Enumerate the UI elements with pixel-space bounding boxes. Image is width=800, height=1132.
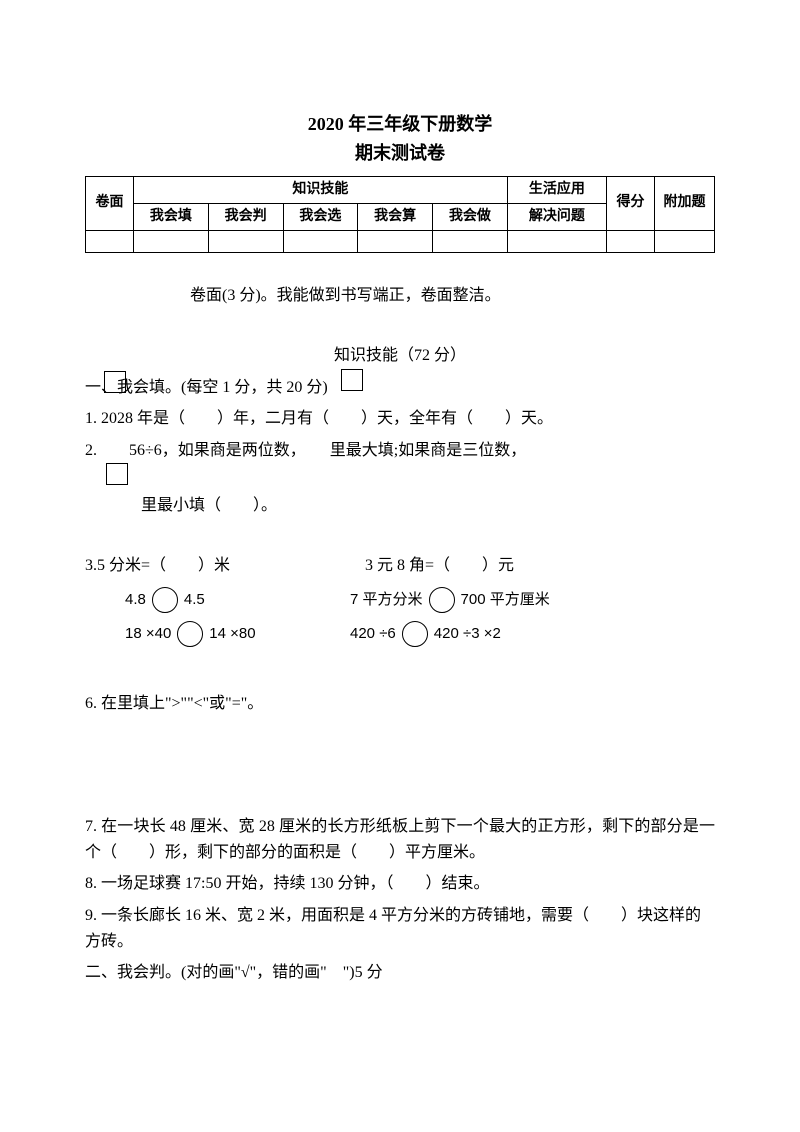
question-8: 8. 一场足球赛 17:50 开始，持续 130 分钟，（ ）结束。 — [85, 871, 715, 897]
blank-box — [104, 371, 126, 393]
sub-calc: 我会算 — [358, 203, 433, 230]
compare-circle — [429, 587, 455, 613]
cmp-2l-a: 18 ×40 — [125, 622, 171, 646]
question-6: 6. 在里填上">""<"或"="。 — [85, 691, 715, 717]
group-skill: 知识技能 — [134, 176, 508, 203]
presentation-note: 卷面(3 分)。我能做到书写端正，卷面整洁。 — [190, 283, 715, 309]
question-2a: 2. 56÷6，如果商是两位数， 里最大填;如果商是三位数， — [85, 438, 715, 464]
cell — [134, 231, 209, 253]
q3-left: 3.5 分米=（ ）米 — [85, 553, 365, 579]
cmp-1l-a: 4.8 — [125, 588, 146, 612]
cmp-1r-b: 700 平方厘米 — [461, 588, 550, 612]
sub-do: 我会做 — [433, 203, 508, 230]
group-life: 生活应用 — [507, 176, 606, 203]
score-table: 卷面 知识技能 生活应用 得分 附加题 我会填 我会判 我会选 我会算 我会做 … — [85, 176, 715, 254]
sub-fill: 我会填 — [134, 203, 209, 230]
compare-circle — [177, 621, 203, 647]
compare-row-2: 18 ×40 14 ×80 420 ÷6 420 ÷3 ×2 — [85, 621, 715, 647]
section1-head: 一、我会填。(每空 1 分，共 20 分) — [85, 375, 715, 401]
section-skill-heading: 知识技能（72 分） — [85, 343, 715, 369]
question-2b-text: 里最小填（ ）。 — [141, 497, 277, 514]
cell — [607, 231, 655, 253]
cmp-2r-b: 420 ÷3 ×2 — [434, 622, 501, 646]
cell — [283, 231, 358, 253]
cmp-1l-b: 4.5 — [184, 588, 205, 612]
cmp-1r-a: 7 平方分米 — [350, 588, 423, 612]
compare-circle — [152, 587, 178, 613]
sub-choose: 我会选 — [283, 203, 358, 230]
cell — [86, 231, 134, 253]
q3-right: 3 元 8 角=（ ）元 — [365, 553, 715, 579]
title-block: 2020 年三年级下册数学 期末测试卷 — [85, 110, 715, 168]
compare-row-1: 4.8 4.5 7 平方分米 700 平方厘米 — [85, 587, 715, 613]
title-line-2: 期末测试卷 — [85, 139, 715, 168]
cell — [433, 231, 508, 253]
question-9: 9. 一条长廊长 16 米、宽 2 米，用面积是 4 平方分米的方砖铺地，需要（… — [85, 903, 715, 954]
question-1: 1. 2028 年是（ ）年，二月有（ ）天，全年有（ ）天。 — [85, 406, 715, 432]
compare-circle — [402, 621, 428, 647]
question-7: 7. 在一块长 48 厘米、宽 28 厘米的长方形纸板上剪下一个最大的正方形，剩… — [85, 814, 715, 865]
col-extra: 附加题 — [655, 176, 715, 231]
cell — [208, 231, 283, 253]
cmp-2r-a: 420 ÷6 — [350, 622, 396, 646]
col-score: 得分 — [607, 176, 655, 231]
question-2a-text: 2. 56÷6，如果商是两位数， 里最大填;如果商是三位数， — [85, 438, 526, 464]
blank-box — [341, 369, 363, 391]
question-2b: 里最小填（ ）。 — [141, 493, 715, 519]
cell — [358, 231, 433, 253]
cell — [507, 231, 606, 253]
blank-box — [106, 463, 128, 485]
section2-head: 二、我会判。(对的画"√"，错的画" ")5 分 — [85, 960, 715, 986]
sub-judge: 我会判 — [208, 203, 283, 230]
title-line-1: 2020 年三年级下册数学 — [85, 110, 715, 139]
cell — [655, 231, 715, 253]
cmp-2l-b: 14 ×80 — [209, 622, 255, 646]
sub-solve: 解决问题 — [507, 203, 606, 230]
col-face: 卷面 — [86, 176, 134, 231]
question-3: 3.5 分米=（ ）米 3 元 8 角=（ ）元 — [85, 553, 715, 579]
